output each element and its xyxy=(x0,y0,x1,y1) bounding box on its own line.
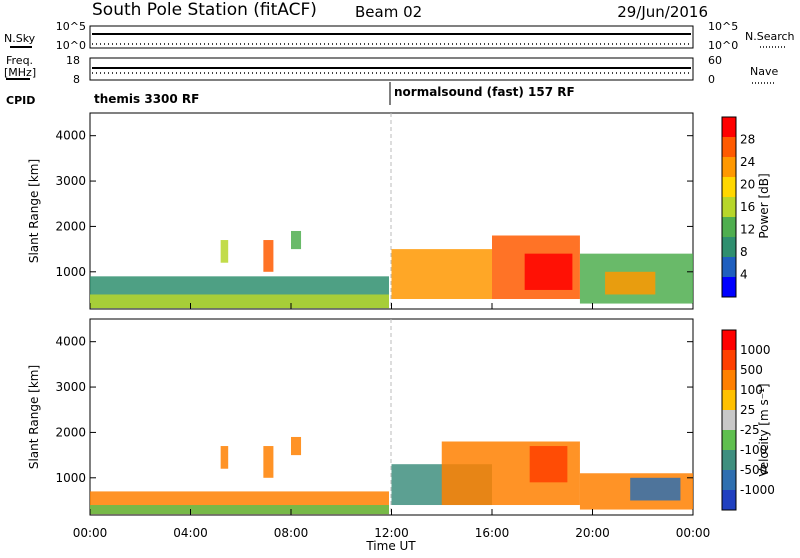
nsky-panel xyxy=(89,25,694,49)
power-ytick-label-0: 1000 xyxy=(55,265,86,279)
power-colorbar-label: Power [dB] xyxy=(757,173,771,238)
station-title: South Pole Station (fitACF) xyxy=(92,0,317,20)
cpid-right-label: normalsound (fast) 157 RF xyxy=(394,85,575,99)
velocity-y-axis: 1000 2000 3000 4000 xyxy=(55,335,693,485)
nave-tick-top: 60 xyxy=(708,54,722,67)
power-colorbar-swatch-7 xyxy=(722,137,736,157)
power-patch-1 xyxy=(90,294,389,309)
time-tick-label-6: 00:00 xyxy=(676,526,711,540)
time-tick-label-1: 04:00 xyxy=(173,526,208,540)
power-data xyxy=(90,230,693,309)
power-ytick-label-2: 3000 xyxy=(55,174,86,188)
velocity-colorbar-tick-3: 25 xyxy=(740,403,755,417)
freq-label-1: Freq. xyxy=(6,54,33,67)
velocity-colorbar-swatch-7 xyxy=(722,350,736,370)
velocity-colorbar-swatch-3 xyxy=(722,430,736,450)
beam-label: Beam 02 xyxy=(355,3,422,21)
time-tick-label-4: 16:00 xyxy=(475,526,510,540)
power-colorbar-swatch-5 xyxy=(722,177,736,197)
time-tick-label-3: 12:00 xyxy=(374,526,409,540)
time-axis: 00:00 04:00 08:00 12:00 16:00 20:00 00:00 xyxy=(73,303,711,540)
power-colorbar: 28 24 20 16 12 8 4 xyxy=(721,116,755,298)
velocity-colorbar-swatch-8 xyxy=(722,330,736,350)
velocity-colorbar-frame xyxy=(721,329,737,511)
power-ytick-label-3: 4000 xyxy=(55,129,86,143)
power-patch-5 xyxy=(391,249,492,300)
velocity-ytick-label-2: 3000 xyxy=(55,380,86,394)
velocity-patch-9 xyxy=(630,477,681,501)
time-tick-label-5: 20:00 xyxy=(575,526,610,540)
velocity-colorbar-label: Velocity [m s⁻¹] xyxy=(757,383,771,476)
power-colorbar-tick-1: 24 xyxy=(740,155,755,169)
cpid-label: CPID xyxy=(6,94,35,107)
nsky-tick-top-right: 10^5 xyxy=(708,20,738,33)
power-patch-9 xyxy=(605,271,656,295)
velocity-colorbar-swatch-6 xyxy=(722,370,736,390)
velocity-colorbar-tick-0: 1000 xyxy=(740,343,771,357)
velocity-colorbar-tick-1: 500 xyxy=(740,363,763,377)
velocity-ylabel: Slant Range [km] xyxy=(27,365,41,469)
cpid-left-label: themis 3300 RF xyxy=(94,92,199,106)
nsky-label: N.Sky xyxy=(4,32,36,45)
power-colorbar-tick-5: 8 xyxy=(740,245,748,259)
power-colorbar-tick-2: 20 xyxy=(740,178,755,192)
power-colorbar-tick-3: 16 xyxy=(740,200,755,214)
power-y-axis: 1000 2000 3000 4000 xyxy=(55,129,693,279)
velocity-colorbar-tick-2: 100 xyxy=(740,383,763,397)
velocity-patch-4 xyxy=(291,436,302,456)
power-colorbar-swatch-6 xyxy=(722,157,736,177)
velocity-patch-1 xyxy=(90,505,389,515)
power-ytick-label-1: 2000 xyxy=(55,219,86,233)
velocity-patch-7 xyxy=(529,446,568,483)
velocity-data xyxy=(90,436,693,515)
velocity-panel: 1000 2000 3000 4000 Slant Range [km] xyxy=(27,318,694,516)
power-colorbar-tick-4: 12 xyxy=(740,223,755,237)
power-colorbar-swatch-1 xyxy=(722,257,736,277)
nave-tick-bottom: 0 xyxy=(708,73,715,86)
time-tick-label-0: 00:00 xyxy=(73,526,108,540)
velocity-colorbar-tick-7: -1000 xyxy=(740,483,775,497)
power-colorbar-swatch-2 xyxy=(722,237,736,257)
velocity-colorbar-swatch-1 xyxy=(722,470,736,490)
velocity-colorbar-tick-6: -500 xyxy=(740,463,767,477)
nsky-tick-bottom-left: 10^0 xyxy=(56,39,86,52)
power-patch-7 xyxy=(524,253,573,290)
velocity-colorbar-swatch-4 xyxy=(722,410,736,430)
velocity-ytick-label-3: 4000 xyxy=(55,335,86,349)
power-colorbar-swatch-0 xyxy=(722,277,736,297)
velocity-colorbar-tick-5: -100 xyxy=(740,443,767,457)
power-patch-2 xyxy=(220,240,229,263)
velocity-colorbar-tick-4: -25 xyxy=(740,423,760,437)
time-tick-label-2: 08:00 xyxy=(274,526,309,540)
velocity-colorbar-swatch-2 xyxy=(722,450,736,470)
freq-tick-bottom: 8 xyxy=(73,73,80,86)
nsky-tick-top-left: 10^5 xyxy=(56,20,86,33)
power-patch-3 xyxy=(263,240,274,272)
power-colorbar-tick-6: 4 xyxy=(740,268,748,282)
freq-tick-top: 18 xyxy=(66,54,80,67)
velocity-colorbar-swatch-5 xyxy=(722,390,736,410)
power-colorbar-tick-0: 28 xyxy=(740,133,755,147)
freq-label-2: [MHz] xyxy=(4,66,36,79)
velocity-ytick-label-1: 2000 xyxy=(55,425,86,439)
power-panel: 1000 2000 3000 4000 Slant Range [km] xyxy=(27,112,694,310)
power-colorbar-swatch-3 xyxy=(722,217,736,237)
velocity-ytick-label-0: 1000 xyxy=(55,471,86,485)
nsky-tick-bottom-right: 10^0 xyxy=(708,39,738,52)
power-patch-4 xyxy=(291,230,302,250)
power-ylabel: Slant Range [km] xyxy=(27,159,41,263)
nsearch-label: N.Search xyxy=(745,30,795,43)
power-colorbar-swatch-4 xyxy=(722,197,736,217)
velocity-colorbar-swatch-0 xyxy=(722,490,736,510)
time-axis-label: Time UT xyxy=(365,539,416,553)
power-colorbar-frame xyxy=(721,116,737,298)
power-colorbar-swatch-8 xyxy=(722,117,736,137)
velocity-patch-3 xyxy=(263,446,274,478)
date-label: 29/Jun/2016 xyxy=(617,3,708,21)
velocity-colorbar: 1000 500 100 25 -25 -100 -500 -1000 xyxy=(721,329,775,511)
velocity-patch-2 xyxy=(220,446,229,469)
nave-label: Nave xyxy=(750,65,778,78)
